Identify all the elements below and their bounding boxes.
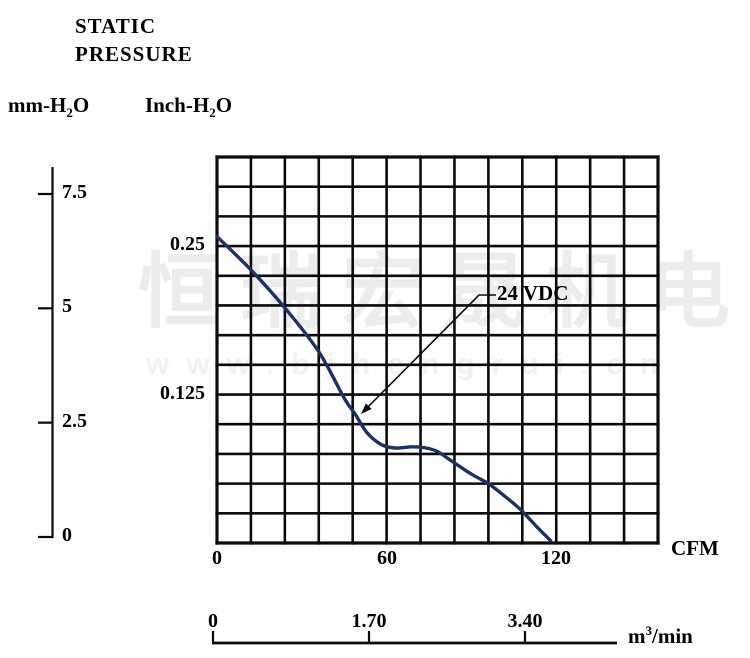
left-axis-unit-inch-h2o: Inch-H2O — [145, 93, 232, 121]
unit-m3-sup: 3 — [645, 623, 653, 638]
cfm-axis-tick-label: 60 — [377, 547, 397, 569]
inch-axis-tick-label: 0.125 — [160, 382, 205, 404]
inch-axis-tick-label: 0.25 — [170, 233, 205, 255]
m3min-axis-tick-label: 0 — [208, 610, 218, 632]
m3min-axis-tick-label: 3.40 — [507, 610, 543, 632]
unit-m3-post: /min — [652, 624, 693, 648]
x-axis-unit-cfm: CFM — [671, 536, 719, 560]
unit-inch-sub: 2 — [209, 105, 216, 121]
cfm-axis-tick-label: 0 — [212, 547, 222, 569]
mm-axis — [38, 167, 54, 539]
annotation-label-24vdc: 24 VDC — [497, 281, 569, 305]
watermark-chinese-text: 恒瑞宏晟机电 — [138, 247, 750, 338]
secondary-x-axis — [211, 631, 617, 645]
grid-lines — [215, 155, 660, 545]
unit-mm-post: O — [72, 93, 90, 117]
unit-mm-pre: mm-H — [8, 93, 67, 117]
chart-title-line2: PRESSURE — [75, 42, 193, 66]
mm-axis-tick-label: 5 — [62, 295, 72, 317]
mm-axis-tick-label: 0 — [62, 524, 72, 546]
annotation-leader-arrow — [361, 294, 496, 414]
pressure-curve-24vdc — [215, 234, 553, 543]
unit-inch-post: O — [215, 93, 233, 117]
cfm-axis-tick-label: 120 — [541, 547, 571, 569]
unit-inch-pre: Inch-H — [145, 93, 210, 117]
chart-title: STATIC PRESSURE — [75, 12, 193, 68]
m3min-axis-tick-label: 1.70 — [351, 610, 387, 632]
x-axis-unit-m3min: m3/min — [628, 623, 693, 649]
unit-mm-sub: 2 — [66, 105, 73, 121]
mm-axis-tick-label: 7.5 — [62, 181, 87, 203]
chart-title-line1: STATIC — [75, 14, 157, 38]
mm-axis-tick-label: 2.5 — [62, 410, 87, 432]
left-axis-unit-mm-h2o: mm-H2O — [8, 93, 89, 121]
unit-m3-pre: m — [628, 624, 646, 648]
